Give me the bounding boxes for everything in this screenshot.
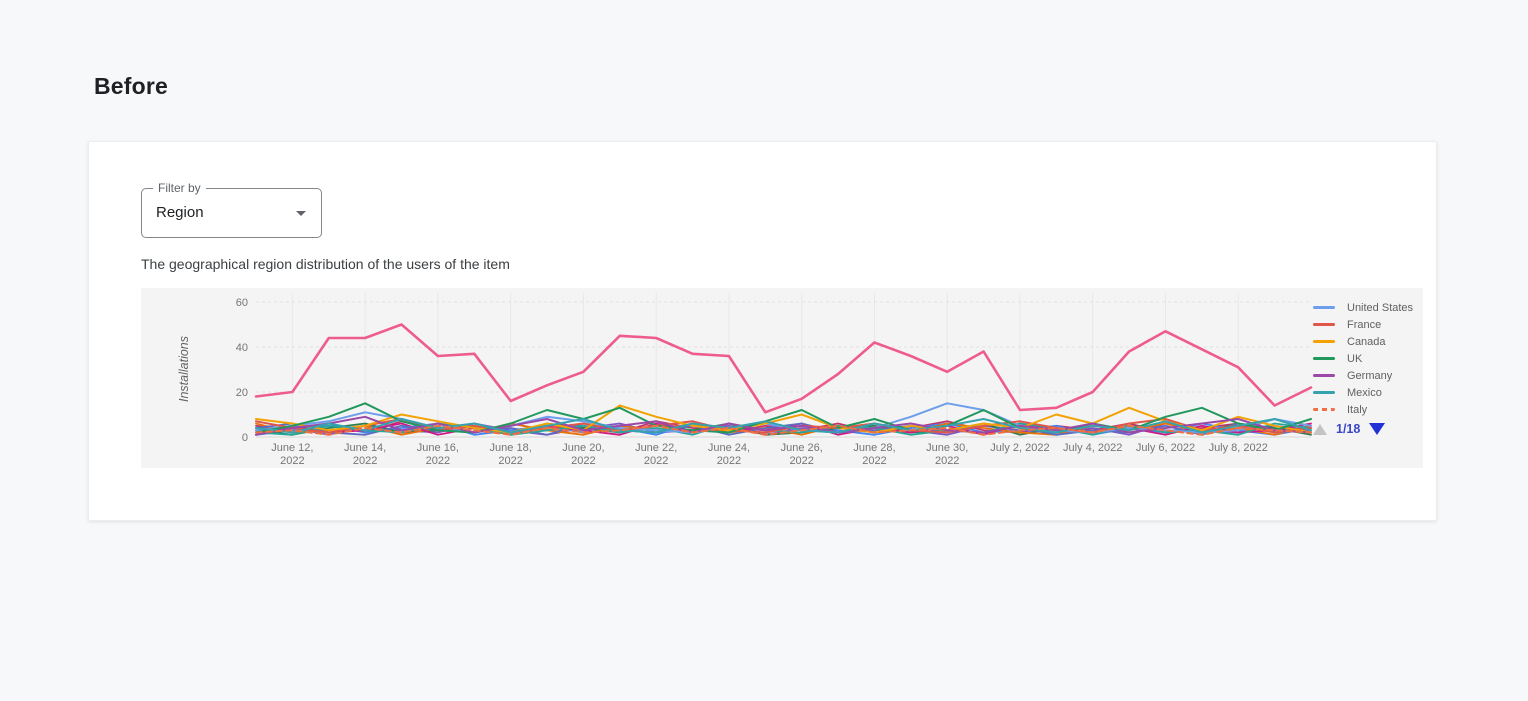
- svg-text:2022: 2022: [789, 455, 813, 467]
- legend-item-germany[interactable]: Germany: [1313, 367, 1421, 384]
- legend-item-mexico[interactable]: Mexico: [1313, 384, 1421, 401]
- svg-text:2022: 2022: [935, 455, 959, 467]
- legend-swatch: [1313, 323, 1335, 326]
- svg-text:June 20,: June 20,: [562, 442, 604, 454]
- svg-text:July 8, 2022: July 8, 2022: [1209, 442, 1268, 454]
- svg-text:2022: 2022: [571, 455, 595, 467]
- legend-swatch: [1313, 391, 1335, 394]
- svg-text:July 6, 2022: July 6, 2022: [1136, 442, 1195, 454]
- svg-text:2022: 2022: [717, 455, 741, 467]
- installations-chart: Installations 0 20 40 60 June 12, 2022 June 14…: [141, 288, 1423, 468]
- svg-text:2022: 2022: [498, 455, 522, 467]
- svg-text:July 4, 2022: July 4, 2022: [1063, 442, 1122, 454]
- svg-text:0: 0: [242, 432, 248, 444]
- svg-text:June 12,: June 12,: [271, 442, 313, 454]
- legend-swatch: [1313, 340, 1335, 343]
- legend-swatch: [1313, 306, 1335, 309]
- chart-description: The geographical region distribution of …: [141, 256, 510, 272]
- legend-item-canada[interactable]: Canada: [1313, 333, 1421, 350]
- filter-by-selected-value: Region: [156, 204, 204, 221]
- svg-text:60: 60: [236, 297, 248, 309]
- page-title: Before: [94, 73, 169, 99]
- svg-text:2022: 2022: [353, 455, 377, 467]
- filter-by-select[interactable]: Filter by Region: [141, 181, 322, 238]
- chart-legend: United States France Canada UK Germany M…: [1313, 299, 1421, 418]
- legend-swatch: [1313, 357, 1335, 360]
- legend-item-uk[interactable]: UK: [1313, 350, 1421, 367]
- legend-swatch: [1313, 408, 1335, 411]
- legend-item-united-states[interactable]: United States: [1313, 299, 1421, 316]
- filter-by-floating-label: Filter by: [153, 181, 206, 195]
- svg-text:June 26,: June 26,: [781, 442, 823, 454]
- svg-text:2022: 2022: [426, 455, 450, 467]
- legend-item-france[interactable]: France: [1313, 316, 1421, 333]
- chart-card: Filter by Region The geographical region…: [88, 141, 1437, 521]
- svg-text:June 24,: June 24,: [708, 442, 750, 454]
- legend-page-down-icon[interactable]: [1369, 423, 1386, 435]
- svg-text:June 18,: June 18,: [490, 442, 532, 454]
- svg-text:40: 40: [236, 342, 248, 354]
- svg-text:2022: 2022: [280, 455, 304, 467]
- svg-text:2022: 2022: [862, 455, 886, 467]
- svg-text:2022: 2022: [644, 455, 668, 467]
- svg-text:June 22,: June 22,: [635, 442, 677, 454]
- svg-text:June 30,: June 30,: [926, 442, 968, 454]
- svg-text:June 16,: June 16,: [417, 442, 459, 454]
- svg-text:20: 20: [236, 387, 248, 399]
- legend-page-indicator: 1/18: [1336, 422, 1361, 436]
- legend-item-italy[interactable]: Italy: [1313, 401, 1421, 418]
- svg-text:June 28,: June 28,: [853, 442, 895, 454]
- legend-swatch: [1313, 374, 1335, 377]
- svg-text:June 14,: June 14,: [344, 442, 386, 454]
- legend-pagination: 1/18: [1313, 422, 1386, 436]
- legend-page-up-icon[interactable]: [1313, 423, 1327, 435]
- svg-text:July 2, 2022: July 2, 2022: [990, 442, 1049, 454]
- chevron-down-icon: [296, 211, 306, 216]
